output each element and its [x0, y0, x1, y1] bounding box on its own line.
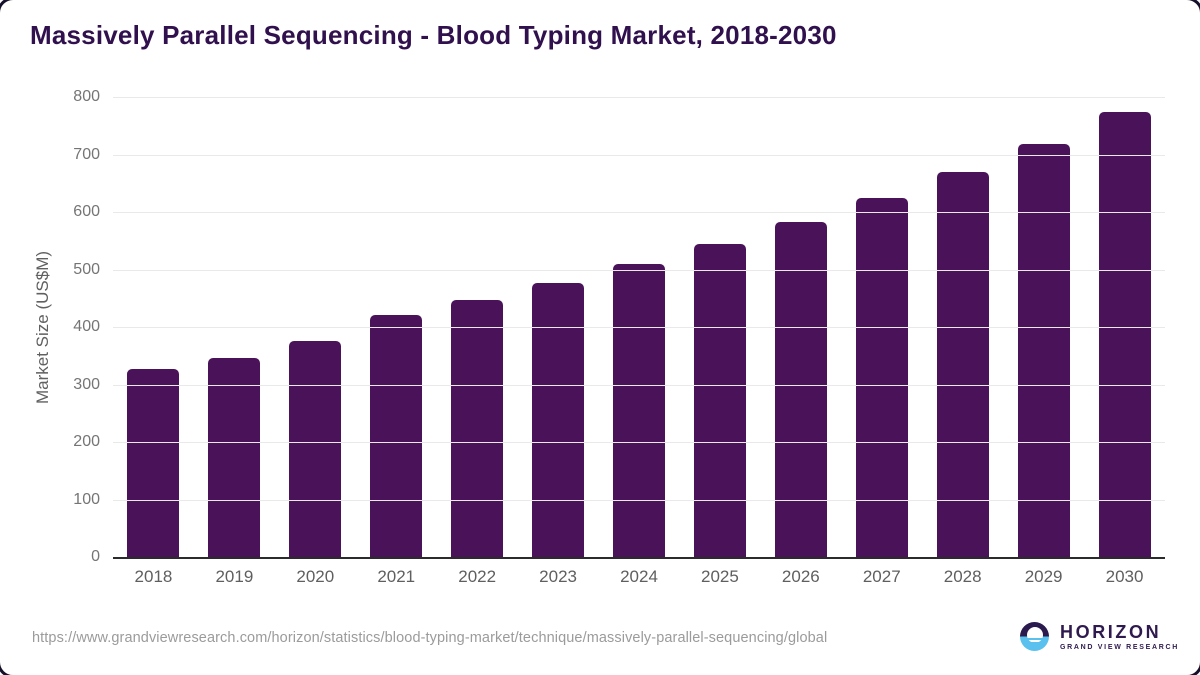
gridline — [113, 499, 1165, 501]
x-tick-label-2019: 2019 — [215, 567, 254, 586]
y-tick-label: 600 — [73, 203, 100, 220]
y-tick-label: 0 — [91, 548, 100, 565]
bar-slot — [437, 97, 518, 557]
bar-2025 — [693, 243, 746, 557]
y-tick-label: 700 — [73, 145, 100, 163]
bar-slot — [679, 97, 760, 557]
bar-slot — [356, 97, 437, 557]
y-tick-label: 200 — [73, 433, 100, 450]
x-tick-label-2029: 2029 — [1024, 567, 1063, 586]
bar-2023 — [532, 282, 585, 557]
y-axis-ticks: 0 100 200 300 400 500 600 700 800 — [0, 88, 100, 565]
x-tick-label-2026: 2026 — [781, 567, 820, 586]
x-tick-label-2024: 2024 — [620, 567, 658, 586]
gridline — [113, 154, 1165, 156]
bar-2026 — [774, 221, 827, 557]
y-tick-label: 300 — [73, 375, 100, 393]
bar-slot — [518, 97, 599, 557]
bar-2024 — [612, 264, 665, 557]
bar-slot — [599, 97, 680, 557]
chart-title: Massively Parallel Sequencing - Blood Ty… — [30, 20, 837, 50]
bar-2030 — [1098, 111, 1151, 557]
y-tick-label: 800 — [73, 88, 100, 105]
logo-tagline: GRAND VIEW RESEARCH — [1060, 643, 1180, 651]
water-stripe — [1029, 641, 1040, 644]
gridline — [113, 269, 1165, 271]
x-tick-label-2020: 2020 — [296, 567, 335, 586]
gridline — [113, 442, 1165, 443]
x-axis-labels: 2018 2019 2020 2021 2022 2023 2024 2025 2026 2027… — [113, 567, 1165, 587]
source-url: https://www.grandviewresearch.com/horizo… — [32, 630, 828, 646]
sun-shape — [1026, 627, 1043, 643]
bar-slot — [1084, 97, 1165, 557]
bars-container — [113, 97, 1165, 557]
bar-slot — [922, 97, 1003, 557]
x-tick-label-2023: 2023 — [539, 567, 577, 586]
gridline — [113, 384, 1165, 386]
x-tick-label-2018: 2018 — [134, 567, 173, 586]
gridline — [113, 212, 1165, 213]
bar-slot — [841, 97, 922, 557]
gridline — [113, 327, 1165, 328]
x-tick-label-2028: 2028 — [943, 567, 982, 586]
bar-2029 — [1017, 144, 1070, 557]
bar-slot — [760, 97, 841, 557]
logo-text: HORIZON GRAND VIEW RESEARCH — [1060, 623, 1179, 651]
x-tick-label-2025: 2025 — [701, 567, 739, 586]
horizon-sun-icon — [1020, 622, 1049, 651]
bar-2018 — [127, 368, 180, 557]
plot-area — [113, 97, 1165, 559]
bar-slot — [194, 97, 275, 557]
bar-2020 — [289, 340, 342, 557]
x-tick-label-2022: 2022 — [458, 567, 497, 586]
bar-2022 — [451, 299, 504, 557]
water-stripe — [1024, 638, 1045, 640]
y-tick-label: 100 — [73, 490, 100, 508]
logo-brand: HORIZON — [1060, 621, 1162, 642]
bar-slot — [113, 97, 194, 557]
gridline — [113, 97, 1165, 98]
x-tick-label-2030: 2030 — [1105, 567, 1144, 586]
horizon-logo: HORIZON GRAND VIEW RESEARCH — [1020, 622, 1179, 651]
x-tick-label-2021: 2021 — [377, 567, 416, 586]
bar-2019 — [208, 358, 261, 557]
x-tick-label-2027: 2027 — [862, 567, 901, 586]
bar-2021 — [370, 314, 423, 557]
bar-2027 — [855, 198, 908, 557]
bar-slot — [275, 97, 356, 557]
y-tick-label: 400 — [73, 318, 100, 335]
y-tick-label: 500 — [73, 260, 100, 278]
bar-2028 — [936, 171, 989, 557]
